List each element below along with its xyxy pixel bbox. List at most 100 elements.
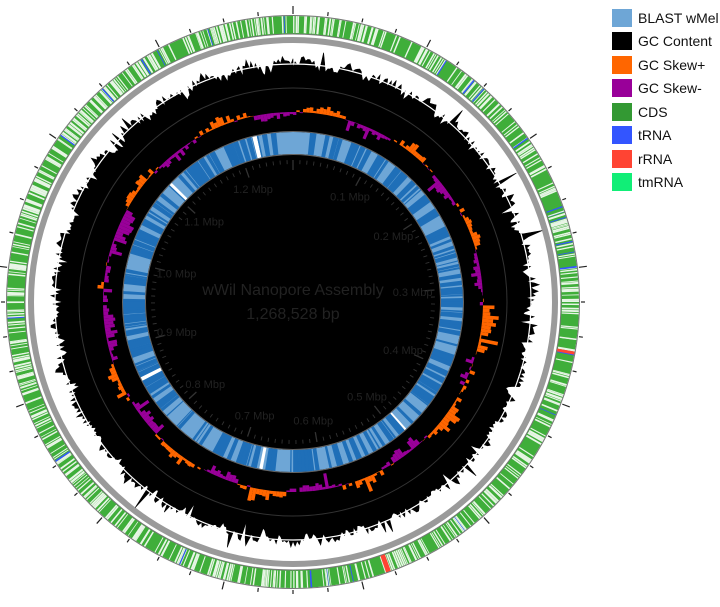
cds-gap (546, 205, 563, 213)
cds-gap (468, 85, 481, 99)
cds-gap (367, 559, 375, 577)
cds-gap (41, 430, 58, 441)
blast-hit (332, 138, 343, 161)
inner-tick (355, 176, 362, 187)
cds-gap (17, 222, 35, 229)
cds-gap (505, 465, 520, 477)
cds-gap (126, 68, 138, 84)
cds-gap (248, 19, 252, 37)
gc-skew-bar (131, 401, 136, 406)
cds-gap (550, 379, 567, 386)
cds-gap (136, 62, 147, 77)
gc-skew-bar (158, 165, 163, 169)
cds-gap (433, 531, 443, 547)
cds-gap (20, 382, 37, 389)
inner-tick (164, 241, 169, 244)
gc-skew-bar (155, 166, 159, 171)
gc-skew-bar (104, 320, 114, 326)
cds-gap (21, 210, 39, 217)
gc-skew-bar (420, 156, 427, 164)
inner-tick (401, 386, 406, 390)
outer-tick (49, 133, 57, 139)
cds-gap (520, 149, 536, 160)
cds-gap (80, 109, 94, 122)
cds-gap (545, 392, 563, 400)
cds-gap (553, 369, 570, 375)
gc-skew-bar (126, 194, 134, 202)
gc-skew-bar (224, 471, 231, 481)
cds-gap (558, 346, 575, 352)
gc-skew-bar (197, 466, 201, 470)
cds-gap (25, 396, 42, 404)
legend-item-gc-content: GC Content (612, 30, 719, 54)
inner-tick (405, 380, 410, 384)
cds-gap (52, 447, 68, 459)
cds-gap (433, 530, 444, 546)
inner-tick (388, 401, 392, 405)
blast-hit (137, 361, 158, 371)
outer-tick (126, 538, 130, 543)
cds-gap (9, 265, 27, 270)
cds-gap (113, 78, 125, 93)
cds-gap (110, 509, 123, 524)
blast-hit (440, 291, 463, 296)
gc-skew-bar (206, 469, 211, 473)
blast-hit (238, 442, 247, 464)
cds-gap (192, 553, 200, 571)
cds-gap (168, 544, 177, 560)
cds-gap (249, 567, 254, 585)
cds-gap (226, 563, 232, 581)
inner-tick (152, 281, 157, 283)
gc-skew-bar (272, 490, 277, 497)
cds-gap (33, 416, 50, 425)
cds-gap (488, 485, 503, 498)
cds-gap (7, 321, 25, 324)
blast-ring-border (145, 154, 441, 450)
inner-tick (400, 212, 404, 216)
cds-gap (495, 113, 509, 126)
cds-gap (326, 568, 330, 586)
blast-hit (136, 231, 159, 245)
genome-length: 1,268,528 bp (246, 306, 340, 323)
gc-skew-bar (426, 167, 430, 171)
blast-hit (440, 294, 463, 297)
inner-tick (360, 421, 364, 426)
gc-skew-bar (143, 414, 151, 422)
gc-skew-bar (481, 325, 492, 330)
cds-gap (561, 288, 579, 291)
inner-tick (428, 275, 433, 278)
gc-skew-bar (419, 440, 423, 444)
inner-tick (182, 211, 187, 215)
gc-skew-bar (450, 405, 460, 413)
gc-skew-bar (242, 112, 248, 119)
gc-skew-bar (135, 399, 150, 411)
inner-tick (158, 254, 164, 257)
blast-hit (142, 370, 165, 387)
cds-gap (561, 298, 579, 301)
cds-gap (116, 513, 129, 528)
cds-gap (403, 546, 412, 563)
gc-skew-bar (436, 424, 444, 432)
cds-gap (40, 428, 57, 438)
gc-skew-bar (481, 321, 497, 327)
cds-gap (463, 509, 475, 524)
cds-gap (436, 60, 447, 76)
cds-gap (89, 491, 103, 504)
gc-skew-bar (471, 356, 475, 361)
cds-gap (41, 165, 57, 174)
gc-skew-bar (165, 445, 171, 451)
gc-skew-bar (478, 285, 483, 290)
cds-gap (561, 294, 579, 296)
gc-skew-bar (476, 347, 485, 354)
blast-hit (440, 309, 463, 313)
blast-hit (429, 355, 452, 367)
blast-hit (439, 280, 463, 288)
inner-tick (153, 329, 158, 332)
cds-gap (69, 121, 85, 134)
inner-tick (424, 343, 429, 346)
gc-skew-bar (198, 130, 204, 136)
tick-label: 0.6 Mbp (293, 415, 333, 427)
blast-hit (431, 348, 455, 362)
legend-label: tRNA (638, 127, 672, 144)
cds-gap (15, 366, 33, 372)
